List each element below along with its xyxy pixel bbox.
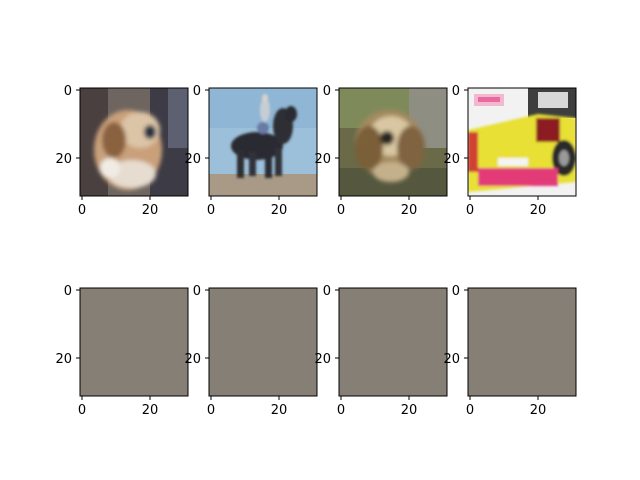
x-tick-0: 0 bbox=[207, 403, 215, 418]
y-axis-ticks: 0 20 bbox=[55, 84, 80, 167]
y-tick-20: 20 bbox=[443, 352, 460, 367]
y-axis-ticks: 0 20 bbox=[184, 284, 209, 367]
x-tick-20: 20 bbox=[271, 203, 288, 218]
y-tick-20: 20 bbox=[314, 352, 331, 367]
subplot-3: 0 20 0 20 bbox=[314, 84, 448, 218]
subplot-7: 0 20 0 20 bbox=[314, 284, 448, 418]
dog-photo-thumbnail bbox=[79, 87, 189, 197]
x-tick-0: 0 bbox=[207, 203, 215, 218]
subplot-6: 0 20 0 20 bbox=[184, 284, 318, 418]
subplot-5: 0 20 0 20 bbox=[55, 284, 189, 418]
x-axis-ticks: 0 20 bbox=[207, 396, 287, 418]
y-tick-20: 20 bbox=[314, 152, 331, 167]
y-tick-0: 0 bbox=[193, 284, 201, 299]
x-tick-0: 0 bbox=[466, 203, 474, 218]
y-tick-0: 0 bbox=[452, 84, 460, 99]
y-tick-20: 20 bbox=[55, 352, 72, 367]
x-tick-0: 0 bbox=[466, 403, 474, 418]
uniform-gray-output bbox=[338, 287, 448, 397]
y-tick-0: 0 bbox=[323, 284, 331, 299]
x-tick-20: 20 bbox=[401, 203, 418, 218]
x-tick-20: 20 bbox=[530, 203, 547, 218]
x-tick-0: 0 bbox=[337, 403, 345, 418]
y-tick-0: 0 bbox=[64, 284, 72, 299]
y-tick-0: 0 bbox=[193, 84, 201, 99]
subplot-2: 0 20 0 20 bbox=[184, 84, 318, 218]
x-tick-0: 0 bbox=[78, 203, 86, 218]
x-tick-20: 20 bbox=[142, 403, 159, 418]
x-axis-ticks: 0 20 bbox=[466, 396, 546, 418]
y-axis-ticks: 0 20 bbox=[443, 284, 468, 367]
y-tick-0: 0 bbox=[64, 84, 72, 99]
uniform-gray-output bbox=[208, 287, 318, 397]
x-tick-20: 20 bbox=[530, 403, 547, 418]
yellow-car-photo-thumbnail bbox=[467, 87, 577, 197]
y-tick-20: 20 bbox=[55, 152, 72, 167]
x-axis-ticks: 0 20 bbox=[207, 196, 287, 218]
dog-photo-thumbnail bbox=[338, 87, 448, 197]
x-tick-20: 20 bbox=[401, 403, 418, 418]
y-axis-ticks: 0 20 bbox=[314, 284, 339, 367]
horse-rider-photo-thumbnail bbox=[208, 87, 318, 197]
y-tick-0: 0 bbox=[452, 284, 460, 299]
y-axis-ticks: 0 20 bbox=[314, 84, 339, 167]
subplot-1: 0 20 0 20 bbox=[55, 84, 189, 218]
y-axis-ticks: 0 20 bbox=[443, 84, 468, 167]
y-axis-ticks: 0 20 bbox=[184, 84, 209, 167]
uniform-gray-output bbox=[79, 287, 189, 397]
y-tick-20: 20 bbox=[184, 152, 201, 167]
y-tick-20: 20 bbox=[443, 152, 460, 167]
x-tick-20: 20 bbox=[271, 403, 288, 418]
subplot-8: 0 20 0 20 bbox=[443, 284, 577, 418]
x-tick-20: 20 bbox=[142, 203, 159, 218]
x-axis-ticks: 0 20 bbox=[78, 396, 158, 418]
x-tick-0: 0 bbox=[337, 203, 345, 218]
x-axis-ticks: 0 20 bbox=[78, 196, 158, 218]
x-tick-0: 0 bbox=[78, 403, 86, 418]
x-axis-ticks: 0 20 bbox=[466, 196, 546, 218]
x-axis-ticks: 0 20 bbox=[337, 396, 417, 418]
uniform-gray-output bbox=[467, 287, 577, 397]
subplot-4: 0 20 0 20 bbox=[443, 84, 577, 218]
y-axis-ticks: 0 20 bbox=[55, 284, 80, 367]
x-axis-ticks: 0 20 bbox=[337, 196, 417, 218]
y-tick-20: 20 bbox=[184, 352, 201, 367]
y-tick-0: 0 bbox=[323, 84, 331, 99]
